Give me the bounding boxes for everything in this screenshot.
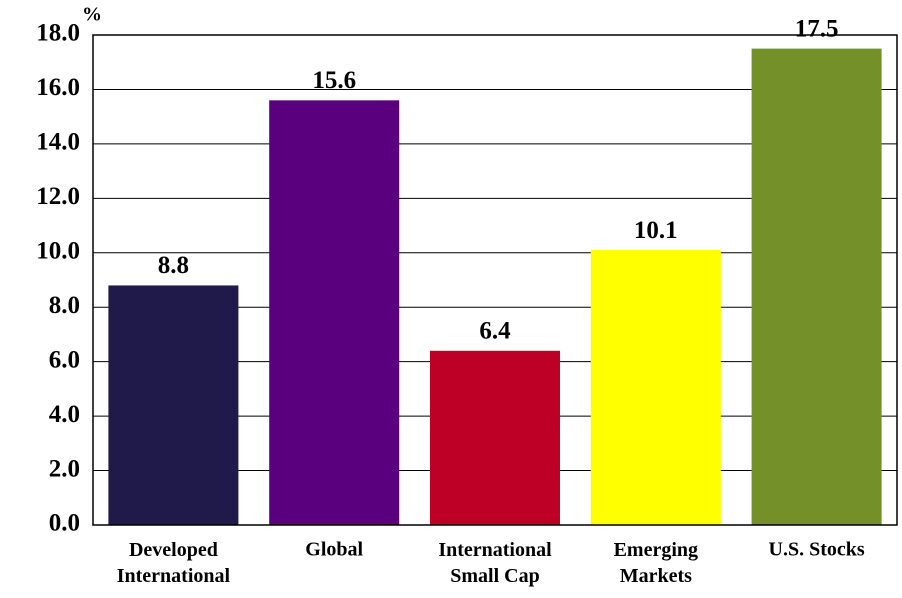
y-tick-label: 8.0 xyxy=(49,292,80,319)
y-tick-label: 10.0 xyxy=(36,238,80,265)
y-tick-label: 0.0 xyxy=(49,510,80,537)
value-label: 15.6 xyxy=(312,67,356,94)
value-label: 17.5 xyxy=(795,15,839,42)
x-tick-label: International Small Cap xyxy=(438,539,552,587)
x-tick-label: U.S. Stocks xyxy=(769,539,865,561)
x-tick-label: Developed International xyxy=(117,539,231,587)
value-label: 6.4 xyxy=(479,318,511,345)
y-tick-label: 14.0 xyxy=(36,129,80,156)
bar xyxy=(269,100,400,525)
bar xyxy=(590,250,721,526)
x-tick-label: Global xyxy=(305,539,363,561)
y-tick-label: 12.0 xyxy=(36,183,80,210)
y-tick-label: 6.0 xyxy=(49,346,80,373)
x-tick-label: Emerging Markets xyxy=(614,539,698,587)
plot-border xyxy=(92,34,898,526)
bar xyxy=(751,48,882,525)
y-tick-label: 2.0 xyxy=(49,455,80,482)
bar xyxy=(108,285,239,525)
y-axis-label: % xyxy=(82,4,102,26)
y-tick-label: 18.0 xyxy=(36,20,80,47)
y-tick-label: 16.0 xyxy=(36,74,80,101)
bar xyxy=(430,350,560,525)
y-tick-label: 4.0 xyxy=(49,401,80,428)
value-label: 10.1 xyxy=(634,217,678,244)
value-label: 8.8 xyxy=(158,252,189,279)
